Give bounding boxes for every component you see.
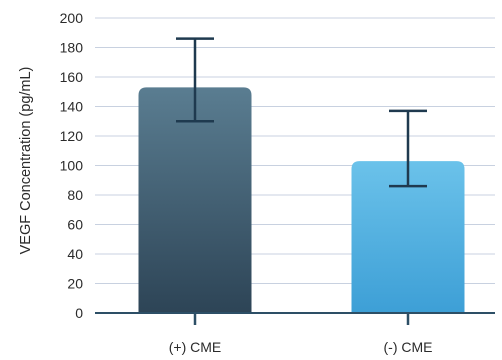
x-category-label: (+) CME [169,339,222,355]
y-tick-label: 0 [75,305,83,321]
y-axis-ticks: 0 20 40 60 80 100 120 140 160 180 200 [60,10,84,321]
y-tick-label: 60 [67,217,83,233]
y-tick-label: 100 [60,158,84,174]
y-tick-label: 180 [60,40,84,56]
bars [138,87,465,313]
error-bars [176,37,427,188]
bar-minus-cme [351,161,465,313]
x-category-label: (-) CME [384,339,433,355]
error-bar [389,109,427,188]
x-axis-categories: (+) CME (-) CME [169,339,433,355]
y-tick-label: 200 [60,10,84,26]
y-tick-label: 20 [67,276,83,292]
y-tick-label: 140 [60,99,84,115]
y-tick-label: 40 [67,246,83,262]
x-axis [95,312,495,325]
error-bar [176,37,214,123]
y-tick-label: 120 [60,128,84,144]
y-tick-label: 160 [60,69,84,85]
bar-plus-cme [138,87,252,313]
y-tick-label: 80 [67,187,83,203]
y-axis-title: VEGF Concentration (pg/mL) [18,67,34,255]
